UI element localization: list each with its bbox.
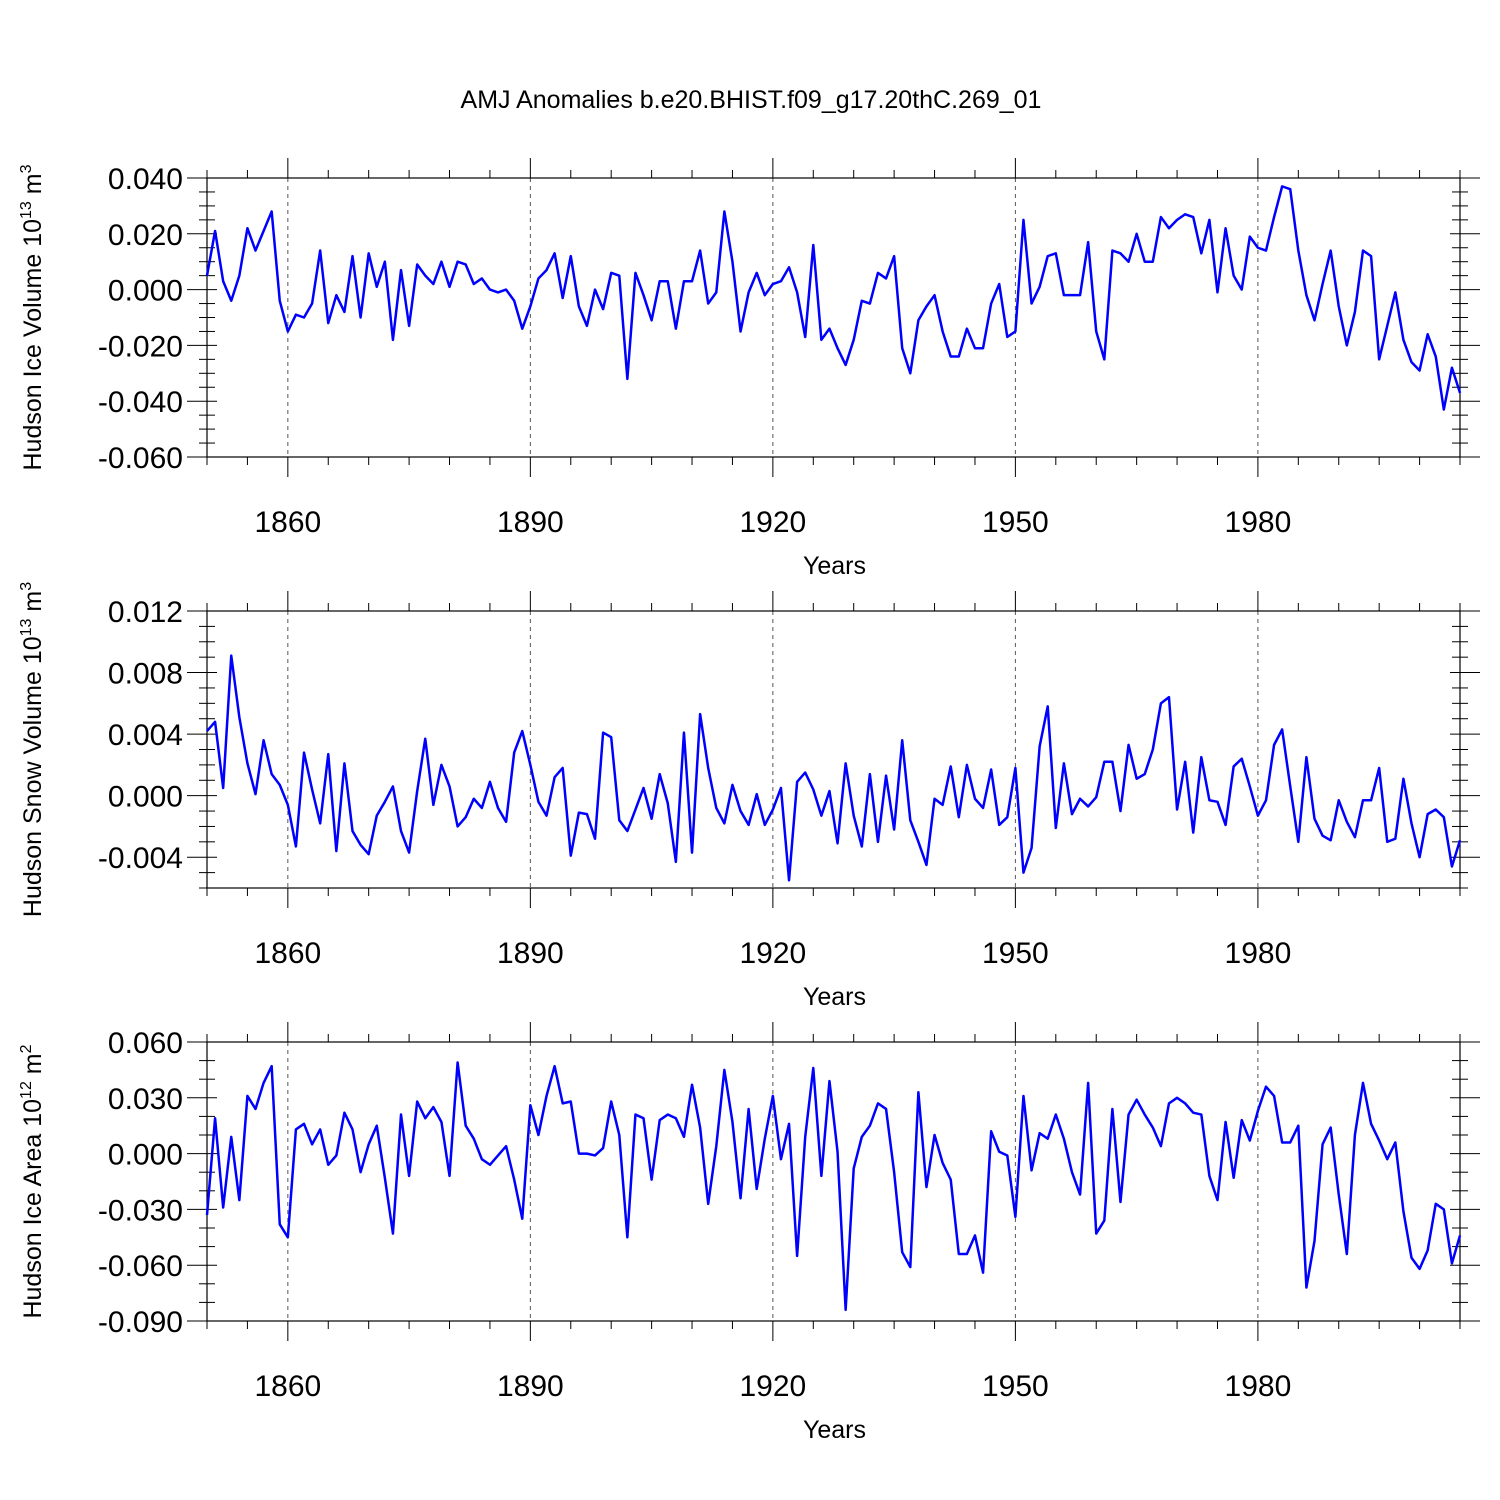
series-line-hudson-ice-area <box>205 1061 1462 1312</box>
y-tick-label: 0.060 <box>108 1027 183 1060</box>
panel-hudson-ice-volume: 1860 1890 1920 1950 1980 -0.060 -0.040 -0.020 0.… <box>18 158 1480 580</box>
x-axis-label: Years <box>803 1416 866 1444</box>
y-tick-label: 0.000 <box>108 275 183 308</box>
x-tick-label: 1950 <box>982 1370 1049 1403</box>
y-tick-label: 0.040 <box>108 163 183 196</box>
y-tick-label: -0.004 <box>98 842 183 875</box>
y-tick-label: -0.090 <box>98 1306 183 1339</box>
series-line-hudson-snow-volume <box>206 654 1462 882</box>
y-tick-label: 0.030 <box>108 1083 183 1116</box>
x-tick-label: 1890 <box>497 1370 564 1403</box>
x-tick-label: 1920 <box>739 1370 806 1403</box>
y-tick-label: -0.060 <box>98 442 183 475</box>
plot-frame <box>206 1041 1461 1322</box>
panel-hudson-snow-volume: 1860 1890 1920 1950 1980 -0.004 0.000 0.004 0.00… <box>18 582 1480 1011</box>
panel-hudson-ice-area: 1860 1890 1920 1950 1980 -0.090 -0.060 -0.030 0.… <box>18 1022 1480 1444</box>
y-tick-label: 0.000 <box>108 781 183 814</box>
x-tick-label: 1920 <box>739 937 806 970</box>
y-tick-label: 0.000 <box>108 1139 183 1172</box>
y-tick-label: -0.060 <box>98 1250 183 1283</box>
x-tick-label: 1860 <box>254 1370 321 1403</box>
y-tick-label: 0.008 <box>108 658 183 691</box>
series-line-hudson-ice-volume <box>205 185 1462 411</box>
y-tick-label: -0.040 <box>98 386 183 419</box>
y-tick-label: 0.020 <box>108 219 183 252</box>
y-tick-label: -0.030 <box>98 1194 183 1227</box>
x-tick-label: 1980 <box>1225 506 1292 539</box>
x-tick-label: 1980 <box>1225 937 1292 970</box>
y-tick-label: 0.012 <box>108 596 183 629</box>
x-axis-label: Years <box>803 552 866 580</box>
y-axis-label: Hudson Ice Volume 1013 m3 <box>18 164 47 470</box>
main-title: AMJ Anomalies b.e20.BHIST.f09_g17.20thC.… <box>461 86 1042 114</box>
panels: 1860 1890 1920 1950 1980 -0.060 -0.040 -0.020 0.… <box>18 158 1480 1444</box>
x-tick-label: 1860 <box>254 506 321 539</box>
x-tick-label: 1890 <box>497 937 564 970</box>
x-tick-label: 1950 <box>982 937 1049 970</box>
x-tick-label: 1890 <box>497 506 564 539</box>
x-tick-label: 1920 <box>739 506 806 539</box>
x-tick-label: 1860 <box>254 937 321 970</box>
x-tick-label: 1980 <box>1225 1370 1292 1403</box>
plot-frame <box>206 610 1461 889</box>
y-axis-label: Hudson Snow Volume 1013 m3 <box>18 582 47 917</box>
x-axis-label: Years <box>803 983 866 1011</box>
y-tick-label: -0.020 <box>98 330 183 363</box>
plot-frame <box>206 177 1461 458</box>
x-tick-label: 1950 <box>982 506 1049 539</box>
y-tick-label: 0.004 <box>108 719 183 752</box>
y-axis-label: Hudson Ice Area 1012 m2 <box>18 1044 47 1318</box>
